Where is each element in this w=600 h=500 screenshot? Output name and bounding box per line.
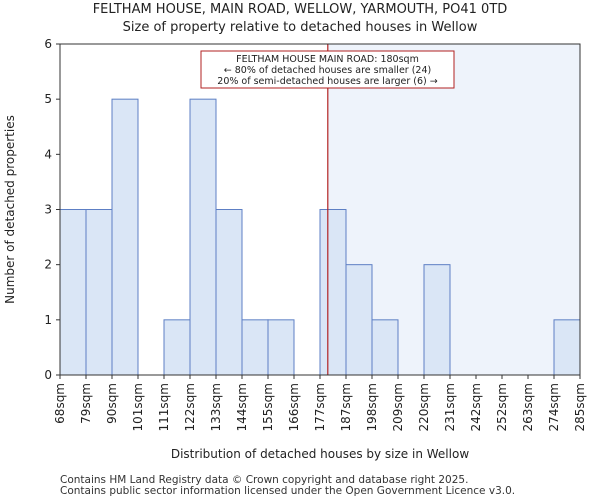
y-tick-label: 3 (44, 203, 52, 217)
x-tick-label: 111sqm (157, 383, 171, 431)
x-tick-label: 187sqm (339, 383, 353, 431)
y-tick-label: 4 (44, 147, 52, 161)
x-tick-label: 90sqm (105, 383, 119, 424)
footer-line-2: Contains public sector information licen… (60, 485, 516, 497)
x-tick-label: 220sqm (417, 383, 431, 431)
bar-111sqm (163, 319, 191, 376)
y-tick-label: 6 (44, 37, 52, 51)
x-tick-label: 242sqm (469, 383, 483, 431)
annotation-line-2: ← 80% of detached houses are smaller (24… (224, 65, 431, 76)
bar-220sqm (423, 264, 451, 376)
x-tick-label: 209sqm (391, 383, 405, 431)
bar-198sqm (371, 319, 399, 376)
x-tick-label: 263sqm (521, 383, 535, 431)
bar-122sqm (189, 98, 217, 376)
annotation-box: FELTHAM HOUSE MAIN ROAD: 180sqm ← 80% of… (200, 50, 455, 89)
bar-133sqm (215, 209, 243, 376)
y-tick-label: 0 (44, 368, 52, 382)
bar-144sqm (241, 319, 269, 376)
x-tick-label: 166sqm (287, 383, 301, 431)
bar-155sqm (267, 319, 295, 376)
y-tick-label: 1 (44, 313, 52, 327)
x-tick-label: 274sqm (547, 383, 561, 431)
x-tick-label: 231sqm (443, 383, 457, 431)
x-tick-label: 177sqm (313, 383, 327, 431)
x-axis-label: Distribution of detached houses by size … (171, 447, 469, 461)
bar-90sqm (111, 98, 139, 376)
chart-subtitle: Size of property relative to detached ho… (122, 20, 478, 35)
annotation-line-3: 20% of semi-detached houses are larger (… (217, 76, 437, 87)
y-tick-label: 2 (44, 258, 52, 272)
y-axis-label: Number of detached properties (3, 115, 17, 304)
y-tick-label: 5 (44, 92, 52, 106)
bar-187sqm (345, 264, 373, 376)
x-tick-label: 198sqm (365, 383, 379, 431)
bar-79sqm (85, 209, 113, 376)
x-tick-label: 79sqm (79, 383, 93, 424)
bar-274sqm (553, 319, 581, 376)
bar-177sqm (319, 209, 347, 376)
x-tick-label: 68sqm (53, 383, 67, 424)
x-tick-label: 285sqm (573, 383, 587, 431)
chart-title: FELTHAM HOUSE, MAIN ROAD, WELLOW, YARMOU… (92, 2, 508, 17)
bar-68sqm (59, 209, 87, 376)
x-tick-label: 133sqm (209, 383, 223, 431)
annotation-line-1: FELTHAM HOUSE MAIN ROAD: 180sqm (236, 54, 419, 65)
footer-line-1: Contains HM Land Registry data © Crown c… (60, 474, 469, 486)
x-tick-label: 252sqm (495, 383, 509, 431)
x-tick-label: 144sqm (235, 383, 249, 431)
x-tick-label: 155sqm (261, 383, 275, 431)
x-tick-label: 101sqm (131, 383, 145, 431)
x-tick-label: 122sqm (183, 383, 197, 431)
